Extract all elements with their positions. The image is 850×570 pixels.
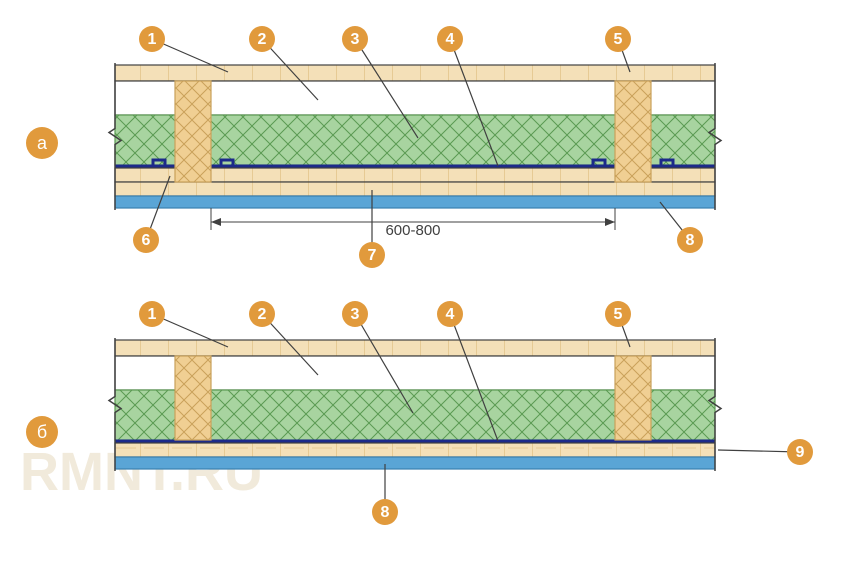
- callout-label: 9: [796, 444, 805, 461]
- joist-0: [175, 81, 211, 182]
- callout-label: 3: [351, 306, 360, 323]
- dimension: 600-800: [211, 208, 615, 239]
- callout-label: 3: [351, 31, 360, 48]
- callout-label: 6: [142, 232, 151, 249]
- joist-b-0: [175, 356, 211, 440]
- callout-label: 4: [446, 31, 455, 48]
- ceiling-board: [115, 196, 715, 208]
- callout-label: 8: [686, 232, 695, 249]
- callout-label: 1: [148, 306, 157, 323]
- section-label: б: [37, 422, 47, 442]
- joist-b-1: [615, 356, 651, 440]
- extra-board-b: [115, 443, 715, 457]
- callout-label: 5: [614, 31, 623, 48]
- joist-1: [615, 81, 651, 182]
- callout-label: 7: [368, 247, 377, 264]
- callout-label: 4: [446, 306, 455, 323]
- top-board: [115, 65, 715, 81]
- callout-label: 5: [614, 306, 623, 323]
- ceiling-board-b: [115, 457, 715, 469]
- svg-text:600-800: 600-800: [385, 222, 440, 239]
- callout-label: 8: [381, 504, 390, 521]
- callout-label: 2: [258, 31, 267, 48]
- section-label: а: [37, 133, 48, 153]
- callout-label: 1: [148, 31, 157, 48]
- callout-label: 2: [258, 306, 267, 323]
- top-board-b: [115, 340, 715, 356]
- bottom-board: [115, 182, 715, 196]
